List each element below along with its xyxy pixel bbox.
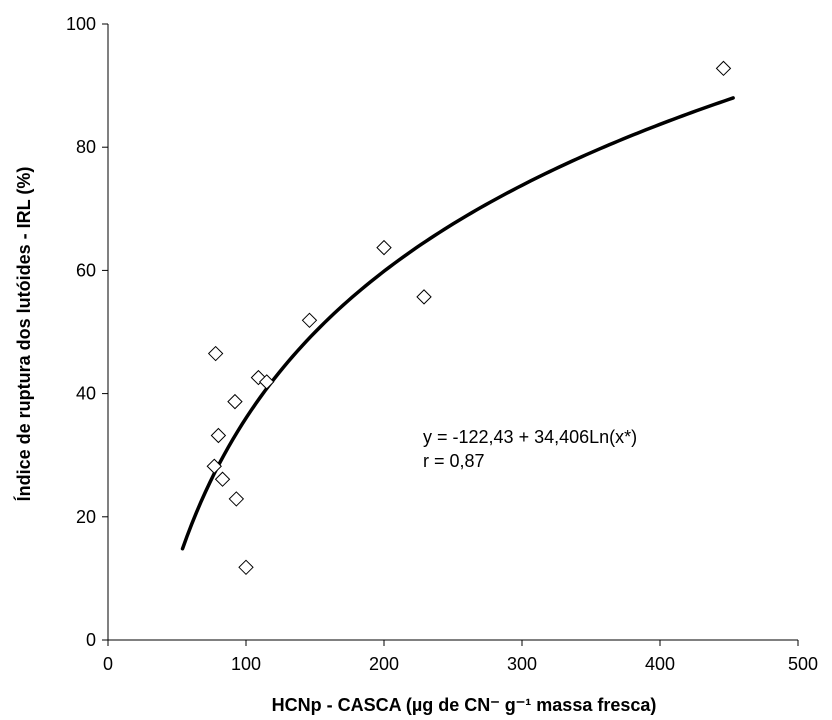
axes [107, 24, 798, 641]
y-tick-label: 40 [76, 384, 96, 404]
data-point [238, 559, 254, 576]
x-tick-label: 200 [369, 654, 399, 674]
data-point [258, 374, 275, 390]
y-tick-label: 20 [76, 507, 96, 527]
y-tick-label: 60 [76, 260, 96, 280]
data-point [214, 471, 231, 487]
data-point [416, 289, 432, 305]
x-tick-label: 500 [788, 654, 818, 674]
x-tick-label: 300 [507, 654, 537, 674]
data-point [228, 491, 245, 507]
y-tick-label: 80 [76, 137, 96, 157]
data-point [227, 393, 243, 410]
data-point [206, 458, 222, 474]
x-axis-title: HCNp - CASCA (µg de CN⁻ g⁻¹ massa fresca… [272, 695, 657, 715]
x-tick-label: 0 [103, 654, 113, 674]
x-tick-label: 400 [645, 654, 675, 674]
equation-label: y = -122,43 + 34,406Ln(x*) [423, 427, 637, 447]
y-tick-label: 0 [86, 630, 96, 650]
y-tick-label: 100 [66, 14, 96, 34]
data-point [376, 239, 392, 256]
x-tick-label: 100 [231, 654, 261, 674]
y-ticks: 0 20 40 60 80 100 [66, 14, 108, 650]
x-ticks: 0 100 200 300 400 500 [103, 640, 818, 674]
data-points [206, 60, 732, 576]
data-point [301, 312, 318, 329]
data-point [210, 427, 227, 444]
data-point [715, 60, 732, 77]
data-point [207, 345, 224, 362]
trendline [180, 96, 735, 551]
y-axis-title: Índice de ruptura dos lutóides - IRL (%) [13, 167, 34, 502]
correlation-label: r = 0,87 [423, 451, 485, 471]
